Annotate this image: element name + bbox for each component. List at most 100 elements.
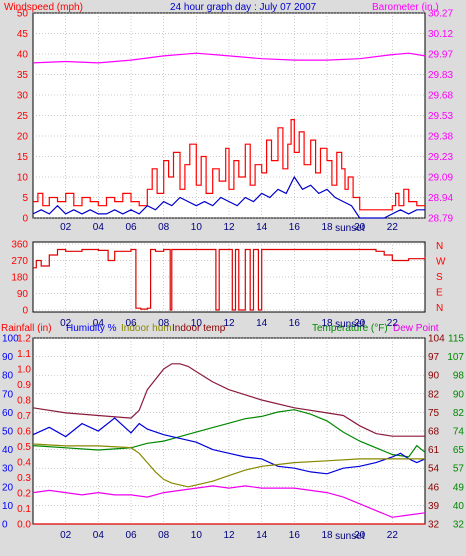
dew_point-line bbox=[32, 485, 426, 518]
indoor-temp-y-tick-label: 97 bbox=[428, 352, 440, 363]
climate-sunset-label: sunset bbox=[335, 531, 365, 542]
barometer-y-tick-label: 29.09 bbox=[428, 173, 453, 184]
wind-x-tick-label: 10 bbox=[191, 222, 203, 233]
direction-x-tick-label: 08 bbox=[158, 318, 170, 329]
climate-x-tick-label: 08 bbox=[158, 530, 170, 541]
windspeed-axis-title: Windspeed (mph) bbox=[4, 2, 83, 13]
barometer-y-tick-label: 30.27 bbox=[428, 9, 453, 20]
wind-y-tick-label: 0 bbox=[22, 214, 28, 225]
barometer-y-tick-label: 29.97 bbox=[428, 50, 453, 61]
direction-x-tick-label: 18 bbox=[321, 318, 333, 329]
humidity-y-tick-label: 90 bbox=[2, 352, 14, 363]
direction-y-tick-label: 270 bbox=[11, 256, 28, 267]
wind-x-tick-label: 06 bbox=[125, 222, 137, 233]
humidity-y-tick-label: 30 bbox=[2, 464, 14, 475]
barometer-y-tick-label: 29.83 bbox=[428, 70, 453, 81]
series-layer bbox=[32, 52, 426, 525]
wind-y-tick-label: 5 bbox=[22, 193, 28, 204]
indoor-temp-y-tick-label: 39 bbox=[428, 501, 440, 512]
humidity-line bbox=[32, 417, 426, 475]
barometer-y-tick-label: 28.79 bbox=[428, 214, 453, 225]
wind-x-tick-label: 02 bbox=[60, 222, 72, 233]
direction-x-tick-label: 06 bbox=[125, 318, 137, 329]
rain-y-tick-label: 0.8 bbox=[17, 396, 31, 407]
rain-y-tick-label: 0.0 bbox=[17, 520, 31, 531]
wind-y-tick-label: 20 bbox=[17, 132, 29, 143]
temperature-y-tick-label: 107 bbox=[447, 352, 464, 363]
direction-y-tick-label: 360 bbox=[11, 240, 28, 251]
humidity-y-tick-label: 50 bbox=[2, 427, 14, 438]
direction-compass-label: E bbox=[436, 288, 443, 299]
rain-y-tick-label: 0.4 bbox=[17, 458, 31, 469]
humidity-y-tick-label: 40 bbox=[2, 445, 14, 456]
direction-x-tick-label: 22 bbox=[387, 318, 399, 329]
climate-x-tick-label: 02 bbox=[60, 530, 72, 541]
temperature-y-tick-label: 74 bbox=[453, 427, 465, 438]
indoor-temp-y-tick-label: 61 bbox=[428, 445, 440, 456]
wind-x-tick-label: 08 bbox=[158, 222, 170, 233]
climate-x-tick-label: 20 bbox=[354, 530, 366, 541]
temperature-line bbox=[32, 409, 426, 458]
indoor-temp-y-tick-label: 46 bbox=[428, 482, 440, 493]
barometer-y-tick-label: 28.94 bbox=[428, 193, 453, 204]
wind-y-tick-label: 35 bbox=[17, 70, 29, 81]
legend-indoor-temp: Indoor temp bbox=[172, 323, 226, 334]
indoor_temp-line bbox=[32, 363, 425, 437]
climate-x-tick-label: 04 bbox=[93, 530, 105, 541]
wind-y-tick-label: 50 bbox=[17, 9, 29, 20]
temperature-y-tick-label: 40 bbox=[453, 501, 465, 512]
rain-y-tick-label: 0.3 bbox=[17, 473, 31, 484]
rain-y-tick-label: 1.2 bbox=[17, 334, 31, 345]
direction-x-tick-label: 02 bbox=[60, 318, 72, 329]
rain-y-tick-label: 1.0 bbox=[17, 365, 31, 376]
climate-x-tick-label: 18 bbox=[321, 530, 333, 541]
temperature-y-tick-label: 65 bbox=[453, 445, 465, 456]
rain-y-tick-label: 0.5 bbox=[17, 442, 31, 453]
direction-compass-label: N bbox=[436, 303, 443, 314]
barometer-line bbox=[32, 52, 426, 64]
humidity-y-tick-label: 70 bbox=[2, 389, 14, 400]
graph-title: 24 hour graph day : July 07 2007 bbox=[170, 2, 317, 13]
direction-compass-label: N bbox=[436, 241, 443, 252]
indoor-temp-y-tick-label: 68 bbox=[428, 427, 440, 438]
direction-x-tick-label: 10 bbox=[191, 318, 203, 329]
wind-y-tick-label: 30 bbox=[17, 91, 29, 102]
wind-x-tick-label: 22 bbox=[387, 222, 399, 233]
indoor-temp-y-tick-label: 104 bbox=[428, 334, 445, 345]
indoor-temp-y-tick-label: 90 bbox=[428, 371, 440, 382]
wind-x-tick-label: 04 bbox=[93, 222, 105, 233]
wind_gust-line bbox=[33, 119, 425, 211]
barometer-y-tick-label: 29.53 bbox=[428, 111, 453, 122]
humidity-y-tick-label: 80 bbox=[2, 371, 14, 382]
rain-y-tick-label: 0.9 bbox=[17, 380, 31, 391]
rain-y-tick-label: 0.2 bbox=[17, 489, 31, 500]
climate-x-tick-label: 16 bbox=[289, 530, 301, 541]
barometer-y-tick-label: 29.38 bbox=[428, 132, 453, 143]
temperature-y-tick-label: 32 bbox=[453, 520, 465, 531]
climate-x-tick-label: 06 bbox=[125, 530, 137, 541]
temperature-y-tick-label: 90 bbox=[453, 389, 465, 400]
direction-y-tick-label: 0 bbox=[22, 306, 28, 317]
direction-x-tick-label: 20 bbox=[354, 318, 366, 329]
direction-y-tick-label: 90 bbox=[17, 289, 29, 300]
temperature-y-tick-label: 49 bbox=[453, 482, 465, 493]
wind-y-tick-label: 25 bbox=[17, 111, 29, 122]
indoor-temp-y-tick-label: 32 bbox=[428, 520, 440, 531]
temperature-y-tick-label: 57 bbox=[453, 464, 465, 475]
climate-x-tick-label: 14 bbox=[256, 530, 268, 541]
rain-y-tick-label: 0.1 bbox=[17, 504, 31, 515]
humidity-y-tick-label: 100 bbox=[2, 334, 19, 345]
direction-x-tick-label: 04 bbox=[93, 318, 105, 329]
wind-direction-line bbox=[33, 248, 426, 311]
barometer-y-tick-label: 30.12 bbox=[428, 29, 453, 40]
barometer-y-tick-label: 29.68 bbox=[428, 91, 453, 102]
wind-x-tick-label: 12 bbox=[223, 222, 235, 233]
barometer-y-tick-label: 29.23 bbox=[428, 152, 453, 163]
temperature-y-tick-label: 115 bbox=[448, 334, 464, 345]
direction-x-tick-label: 12 bbox=[223, 318, 235, 329]
wind_avg-line bbox=[32, 175, 425, 219]
direction-compass-label: S bbox=[436, 272, 443, 283]
wind-y-tick-label: 15 bbox=[17, 152, 29, 163]
climate-x-tick-label: 12 bbox=[223, 530, 235, 541]
